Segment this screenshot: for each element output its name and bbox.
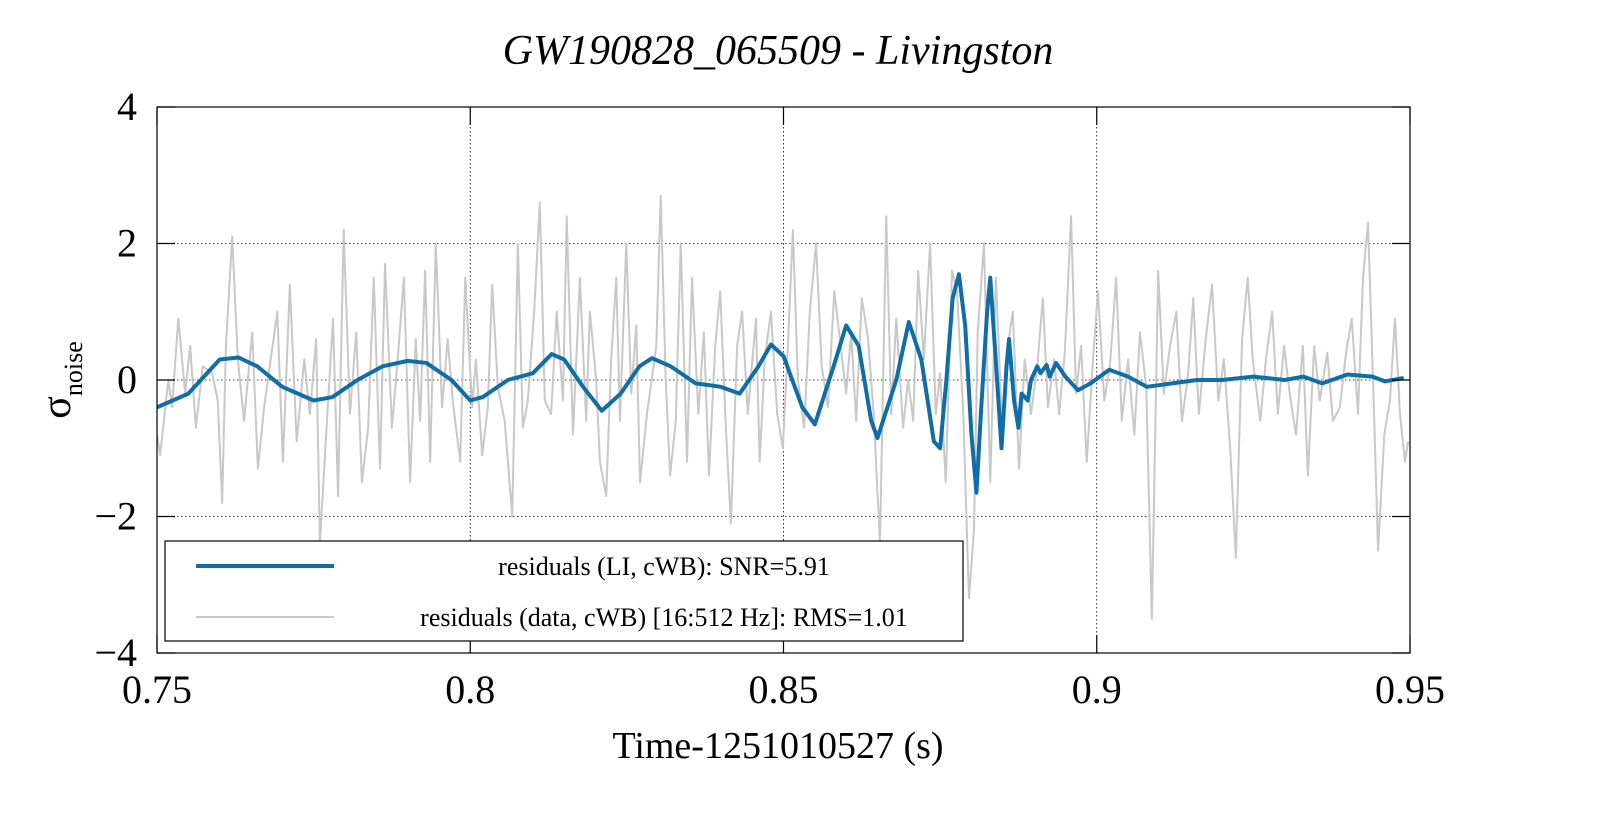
- legend: residuals (LI, cWB): SNR=5.91 residuals (…: [164, 540, 964, 642]
- x-tick-label: 0.75: [122, 667, 192, 712]
- y-axis-subscript: noise: [59, 341, 88, 396]
- ticks: 4 2 0 −2 −40.75 0.8 0.85 0.9 0.95: [94, 84, 1445, 712]
- series-line: [157, 272, 1405, 495]
- x-tick-label: 0.9: [1072, 667, 1122, 712]
- x-axis-label: Time-1251010527 (s): [612, 725, 943, 767]
- y-tick-label: −2: [94, 494, 137, 539]
- y-tick-label: 2: [117, 221, 137, 266]
- chart-title: GW190828_065509 - Livingston: [503, 28, 1054, 74]
- plot-area: [157, 194, 1410, 620]
- y-tick-label: 0: [117, 357, 137, 402]
- legend-label: residuals (data, cWB) [16:512 Hz]: RMS=1…: [420, 603, 908, 632]
- y-tick-label: −4: [94, 630, 137, 675]
- legend-box: [164, 540, 964, 642]
- series-line: [157, 194, 1410, 620]
- x-tick-label: 0.95: [1375, 667, 1445, 712]
- x-tick-label: 0.8: [445, 667, 495, 712]
- x-tick-label: 0.85: [749, 667, 819, 712]
- y-axis-symbol: σ: [34, 396, 80, 419]
- y-tick-label: 4: [117, 84, 137, 129]
- legend-label: residuals (LI, cWB): SNR=5.91: [498, 552, 830, 581]
- y-axis-label: σnoise: [34, 341, 88, 419]
